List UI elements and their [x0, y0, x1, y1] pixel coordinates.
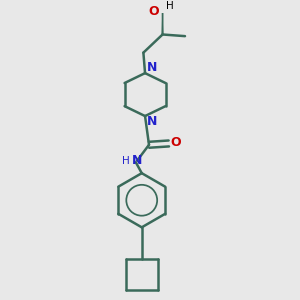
Text: N: N: [132, 154, 142, 167]
Text: H: H: [166, 1, 174, 11]
Polygon shape: [162, 13, 163, 34]
Text: N: N: [146, 116, 157, 128]
Text: H: H: [122, 156, 130, 166]
Text: O: O: [170, 136, 181, 149]
Text: N: N: [146, 61, 157, 74]
Text: O: O: [148, 5, 159, 18]
